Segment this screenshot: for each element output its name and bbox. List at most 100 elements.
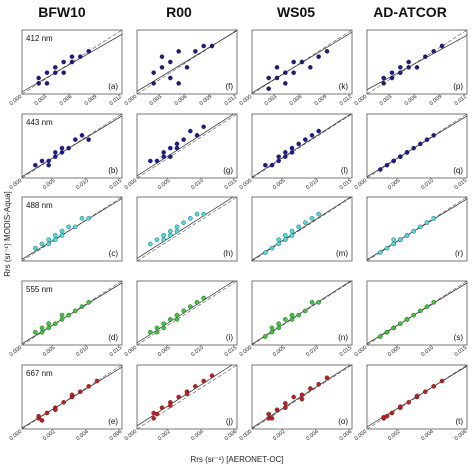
data-point (289, 317, 295, 322)
data-point (161, 150, 166, 155)
data-point (398, 154, 403, 159)
data-point (439, 378, 445, 384)
data-point (309, 300, 315, 305)
data-point (151, 70, 156, 75)
scatter-panel: 0.000 0.003 0.006 0.009 0.012 (f) (124, 29, 238, 107)
scatter-panel: 0.000 0.005 0.010 0.015 (l) (239, 113, 353, 191)
regression-line (251, 280, 351, 345)
data-point (406, 65, 411, 70)
x-tick-label: 0.010 (75, 345, 90, 358)
data-point (398, 70, 403, 75)
data-point (431, 384, 436, 389)
data-point (53, 65, 58, 70)
data-point (168, 228, 173, 234)
regression-line (366, 198, 468, 261)
data-point (79, 216, 85, 221)
regression-line (136, 113, 234, 177)
data-point (168, 154, 173, 159)
data-point (184, 65, 190, 70)
data-point (46, 321, 51, 326)
x-tick-label: 0.004 (75, 429, 90, 442)
data-point (269, 325, 275, 331)
data-point (283, 237, 288, 242)
one-to-one-line (366, 113, 468, 179)
x-tick-label: 0.000 (9, 345, 24, 358)
data-point (69, 54, 75, 59)
scatter-panel: 0.000 0.005 0.010 0.015 (n) (239, 280, 353, 358)
data-point (263, 334, 268, 339)
x-tick-label: 0.000 (354, 429, 369, 442)
x-tick-label: 0.009 (429, 94, 444, 107)
data-point (381, 75, 386, 81)
x-tick-label: 0.015 (454, 178, 469, 191)
data-point (391, 241, 396, 247)
x-tick-label: 0.004 (420, 429, 435, 442)
x-tick-label: 0.012 (339, 94, 354, 107)
data-point (151, 81, 156, 86)
data-point (378, 250, 383, 255)
one-to-one-line (136, 113, 238, 179)
data-point (308, 65, 313, 70)
data-point (274, 407, 280, 413)
data-point (291, 394, 296, 400)
data-point (33, 162, 38, 168)
data-point (283, 317, 288, 322)
data-point (414, 393, 420, 399)
data-point (188, 304, 193, 309)
data-point (39, 158, 45, 164)
data-point (174, 145, 180, 151)
data-point (59, 228, 65, 234)
data-point (168, 317, 173, 322)
column-title-r00: R00 (166, 4, 192, 20)
data-point (94, 378, 100, 384)
data-point (316, 300, 321, 305)
x-tick-label: 0.010 (75, 178, 90, 191)
data-point (39, 329, 45, 335)
x-tick-label: 0.009 (199, 94, 214, 107)
data-point (411, 228, 416, 234)
data-point (431, 49, 436, 54)
data-point (59, 145, 65, 151)
x-tick-label: 0.006 (59, 94, 74, 107)
data-point (86, 216, 91, 221)
data-point (384, 245, 390, 251)
data-point (154, 158, 160, 164)
regression-line (251, 196, 351, 261)
data-point (154, 411, 160, 417)
data-point (73, 308, 78, 314)
panel-frame (251, 113, 353, 179)
panel-letter: (d) (108, 333, 118, 342)
data-point (161, 321, 166, 326)
data-point (439, 43, 445, 49)
data-point (269, 162, 275, 168)
x-tick-label: 0.000 (354, 178, 369, 191)
panel-letter: (r) (455, 249, 463, 258)
data-point (201, 124, 206, 130)
data-point (398, 321, 403, 326)
scatter-panel: (c) 488 nm (21, 196, 123, 262)
data-point (53, 70, 58, 75)
data-point (309, 133, 315, 138)
scatter-panel: 0.000 0.003 0.006 0.009 0.012 (p) (354, 29, 468, 107)
panel-frame (136, 196, 238, 262)
scatter-panel: 0.000 0.005 0.010 0.015 (d) 555 nm (9, 280, 123, 358)
panel-grid: 0.000 0.003 0.006 0.009 0.012(a)412 nm0.000 0… (9, 29, 469, 442)
x-tick-label: 0.000 (124, 178, 139, 191)
panel-letter: (a) (108, 82, 118, 91)
panel-letter: (f) (225, 82, 233, 91)
x-tick-label: 0.010 (420, 345, 435, 358)
data-point (266, 86, 271, 91)
scatter-panel: 0.000 0.005 0.010 0.015 (b) 443 nm (9, 113, 123, 191)
data-point (53, 321, 58, 326)
data-point (73, 137, 78, 142)
data-point (44, 70, 50, 75)
column-title-ad-atcor: AD-ATCOR (373, 4, 447, 20)
data-point (283, 233, 288, 238)
data-point (174, 224, 180, 230)
data-point (316, 381, 321, 387)
data-point (86, 384, 91, 389)
data-point (59, 312, 65, 318)
x-tick-label: 0.003 (264, 94, 279, 107)
scatter-panel: 0.000 0.003 0.006 0.009 0.012 (k) (239, 29, 354, 107)
data-point (276, 158, 281, 164)
